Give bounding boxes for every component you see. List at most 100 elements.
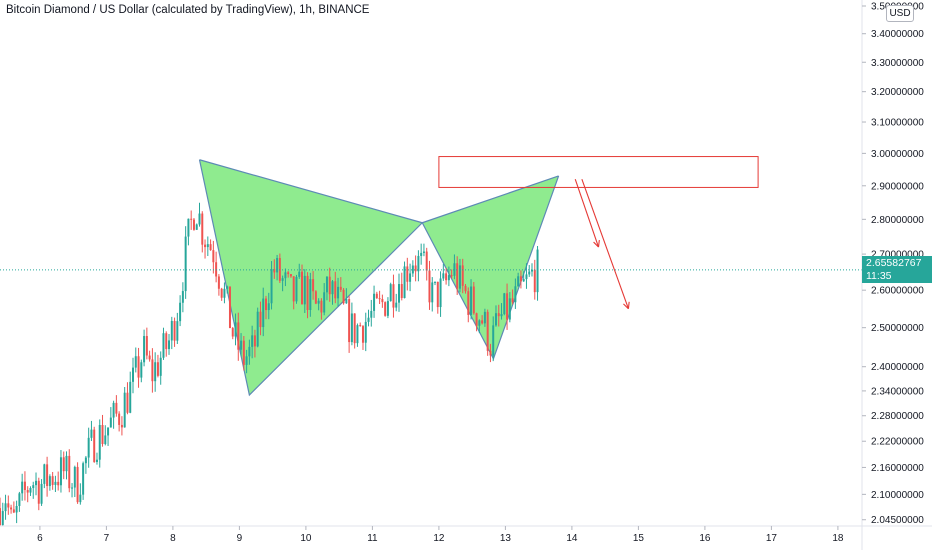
currency-badge[interactable]: USD <box>886 5 914 22</box>
y-tick-label: 2.70000000 <box>871 250 924 261</box>
pattern-bd-line <box>422 175 559 224</box>
candle-body <box>536 249 539 293</box>
candle-body <box>472 286 475 314</box>
candle-body <box>156 362 159 376</box>
candle-body <box>403 266 406 299</box>
candle-body <box>328 276 331 295</box>
candle-body <box>386 301 389 316</box>
x-tick-label: 9 <box>237 533 243 544</box>
candle-body <box>309 279 312 310</box>
candle-body <box>508 298 511 320</box>
candle-body <box>129 381 132 413</box>
candle-body <box>170 320 173 341</box>
candle-body <box>154 362 157 382</box>
candle-body <box>29 488 32 493</box>
candle-body <box>37 480 40 504</box>
candle-body <box>0 508 1 526</box>
candle-body <box>87 437 90 458</box>
candle-body <box>392 284 395 308</box>
candle-body <box>470 286 473 315</box>
candle-body <box>57 481 60 486</box>
projection-arrowhead-2 <box>623 303 629 310</box>
candle-body <box>179 302 182 322</box>
y-tick-label: 2.10000000 <box>871 490 924 501</box>
y-tick-label: 2.90000000 <box>871 181 924 192</box>
candle-body <box>76 466 79 503</box>
candle-body <box>447 275 450 281</box>
candle-body <box>384 302 387 316</box>
candle-body <box>320 300 323 313</box>
candle-body <box>373 293 376 311</box>
candle-body <box>467 291 470 315</box>
candle-body <box>104 435 107 444</box>
candle-body <box>522 279 525 282</box>
candle-body <box>356 325 359 344</box>
candle-body <box>425 251 428 271</box>
x-tick-label: 14 <box>566 533 578 544</box>
candle-body <box>1 511 4 526</box>
candle-body <box>137 356 140 378</box>
candle-body <box>528 271 531 275</box>
candle-body <box>126 392 129 413</box>
x-tick-label: 7 <box>104 533 110 544</box>
candle-body <box>458 265 461 289</box>
candle-body <box>181 291 184 303</box>
candle-body <box>375 293 378 299</box>
candle-body <box>228 286 231 329</box>
candle-body <box>420 252 423 256</box>
candle-body <box>101 425 104 444</box>
candle-body <box>301 271 304 305</box>
candle-body <box>422 251 425 253</box>
projection-arrow-1 <box>574 179 600 248</box>
candle-body <box>71 487 74 489</box>
pattern-triangle-2 <box>422 175 559 359</box>
projection-arrowhead-1 <box>593 241 599 248</box>
candle-body <box>115 402 118 414</box>
y-tick-label: 3.30000000 <box>871 58 924 69</box>
candle-body <box>84 457 87 464</box>
x-tick-label: 6 <box>37 533 43 544</box>
x-tick-label: 11 <box>367 533 378 544</box>
candle-body <box>506 293 509 320</box>
candle-body <box>82 463 85 495</box>
candle-body <box>486 311 489 351</box>
projection-arrow-2 <box>581 179 629 309</box>
candle-body <box>350 313 353 343</box>
last-price-value: 2.65582767 <box>866 257 922 269</box>
candle-body <box>7 503 10 508</box>
candle-body <box>112 402 115 418</box>
y-tick-label: 3.10000000 <box>871 118 924 129</box>
candle-body <box>431 282 434 303</box>
chart-title: Bitcoin Diamond / US Dollar (calculated … <box>6 4 370 16</box>
candle-body <box>21 481 24 494</box>
candle-body <box>281 278 284 281</box>
candle-body <box>46 464 49 487</box>
candle-body <box>456 263 459 289</box>
y-tick-label: 2.22000000 <box>871 437 924 448</box>
candle-body <box>414 265 417 272</box>
y-tick-label: 3.00000000 <box>871 149 924 160</box>
candle-body <box>109 417 112 428</box>
candle-body <box>417 255 420 272</box>
candle-body <box>381 299 384 303</box>
candle-body <box>492 325 495 356</box>
candle-body <box>187 218 190 237</box>
candle-body <box>259 311 262 328</box>
candle-body <box>378 298 381 300</box>
candle-body <box>98 425 101 460</box>
candle-body <box>48 476 51 487</box>
candle-body <box>406 266 409 282</box>
candle-body <box>475 313 478 326</box>
candle-body <box>118 413 121 425</box>
candle-body <box>143 336 146 363</box>
candle-body <box>245 356 248 365</box>
projection-arrowhead-2 <box>627 301 630 309</box>
candle-body <box>409 273 412 282</box>
candle-body <box>151 359 154 382</box>
candle-body <box>176 321 179 341</box>
candle-body <box>289 274 292 277</box>
candle-body <box>519 276 522 282</box>
candle-body <box>464 285 467 292</box>
